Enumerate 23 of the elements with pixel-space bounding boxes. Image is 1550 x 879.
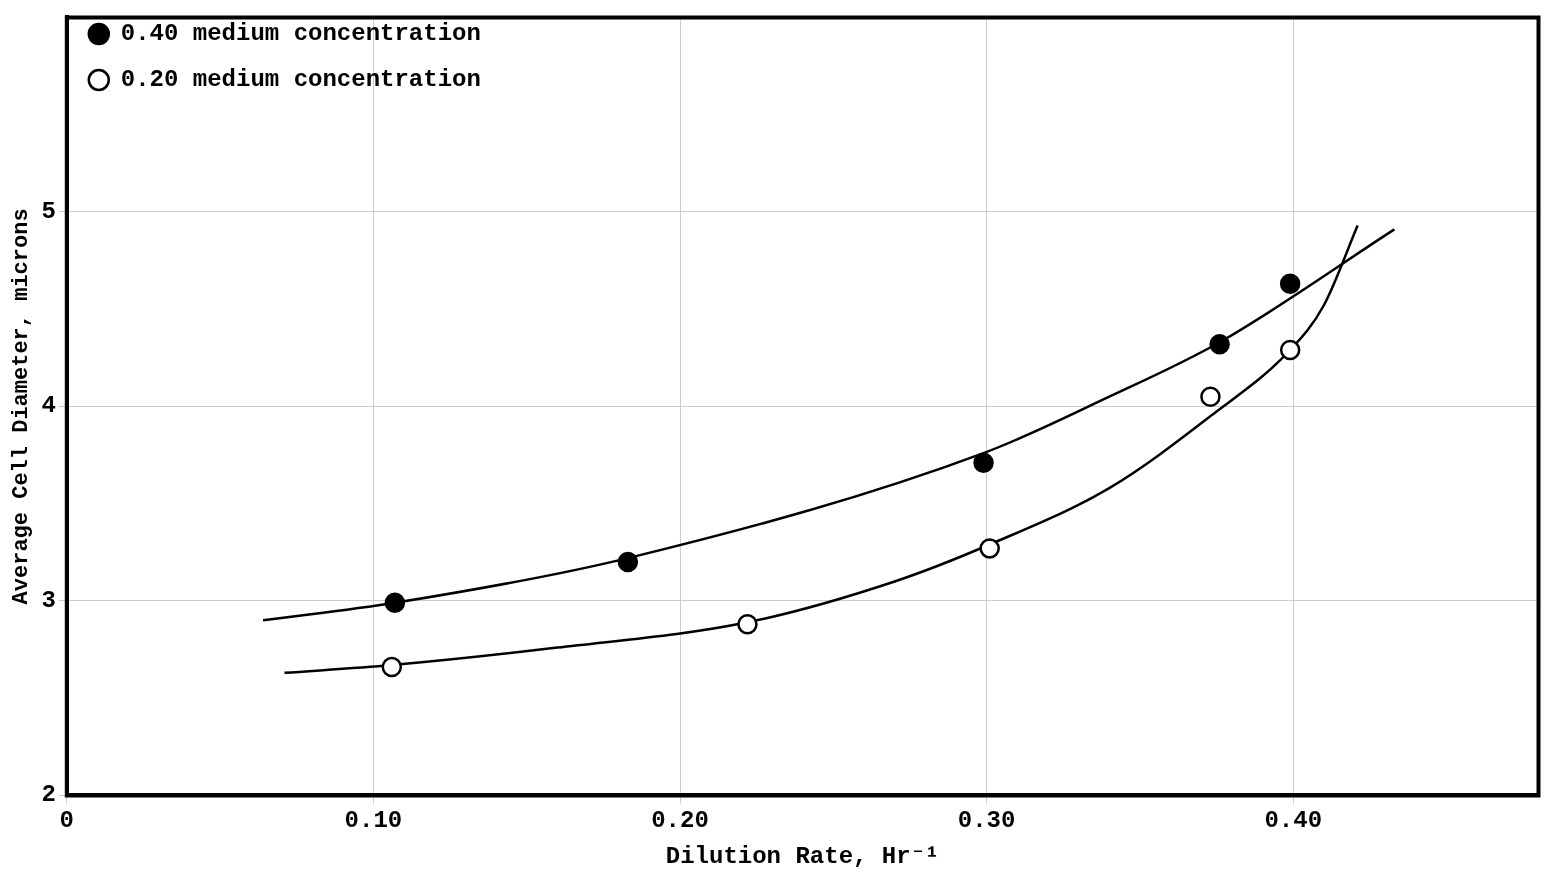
- legend-label: 0.20 medium concentration: [120, 66, 481, 94]
- x-axis-title: Dilution Rate, Hr⁻¹: [665, 842, 940, 870]
- point: [1279, 273, 1301, 295]
- point: [979, 538, 1000, 559]
- point: [1200, 386, 1221, 407]
- y-tick-label: 5: [41, 197, 56, 225]
- y-tick-label: 4: [41, 392, 56, 420]
- x-tick-label: 0.40: [1264, 806, 1323, 834]
- y-tick-label: 2: [41, 781, 56, 809]
- x-tick-label: 0.10: [344, 806, 403, 834]
- point: [973, 452, 994, 474]
- point: [1209, 333, 1230, 355]
- x-tick-label: 0.30: [957, 806, 1016, 834]
- point: [617, 551, 639, 573]
- x-tick-label: 0.20: [651, 806, 709, 834]
- point: [384, 592, 406, 614]
- point: [1279, 339, 1301, 361]
- point: [737, 613, 758, 635]
- legend-label: 0.40 medium concentration: [120, 20, 481, 48]
- y-axis-title: Average Cell Diameter, microns: [8, 208, 34, 605]
- point: [381, 656, 403, 678]
- x-tick-label: 0: [59, 806, 75, 834]
- y-tick-label: 3: [41, 586, 56, 614]
